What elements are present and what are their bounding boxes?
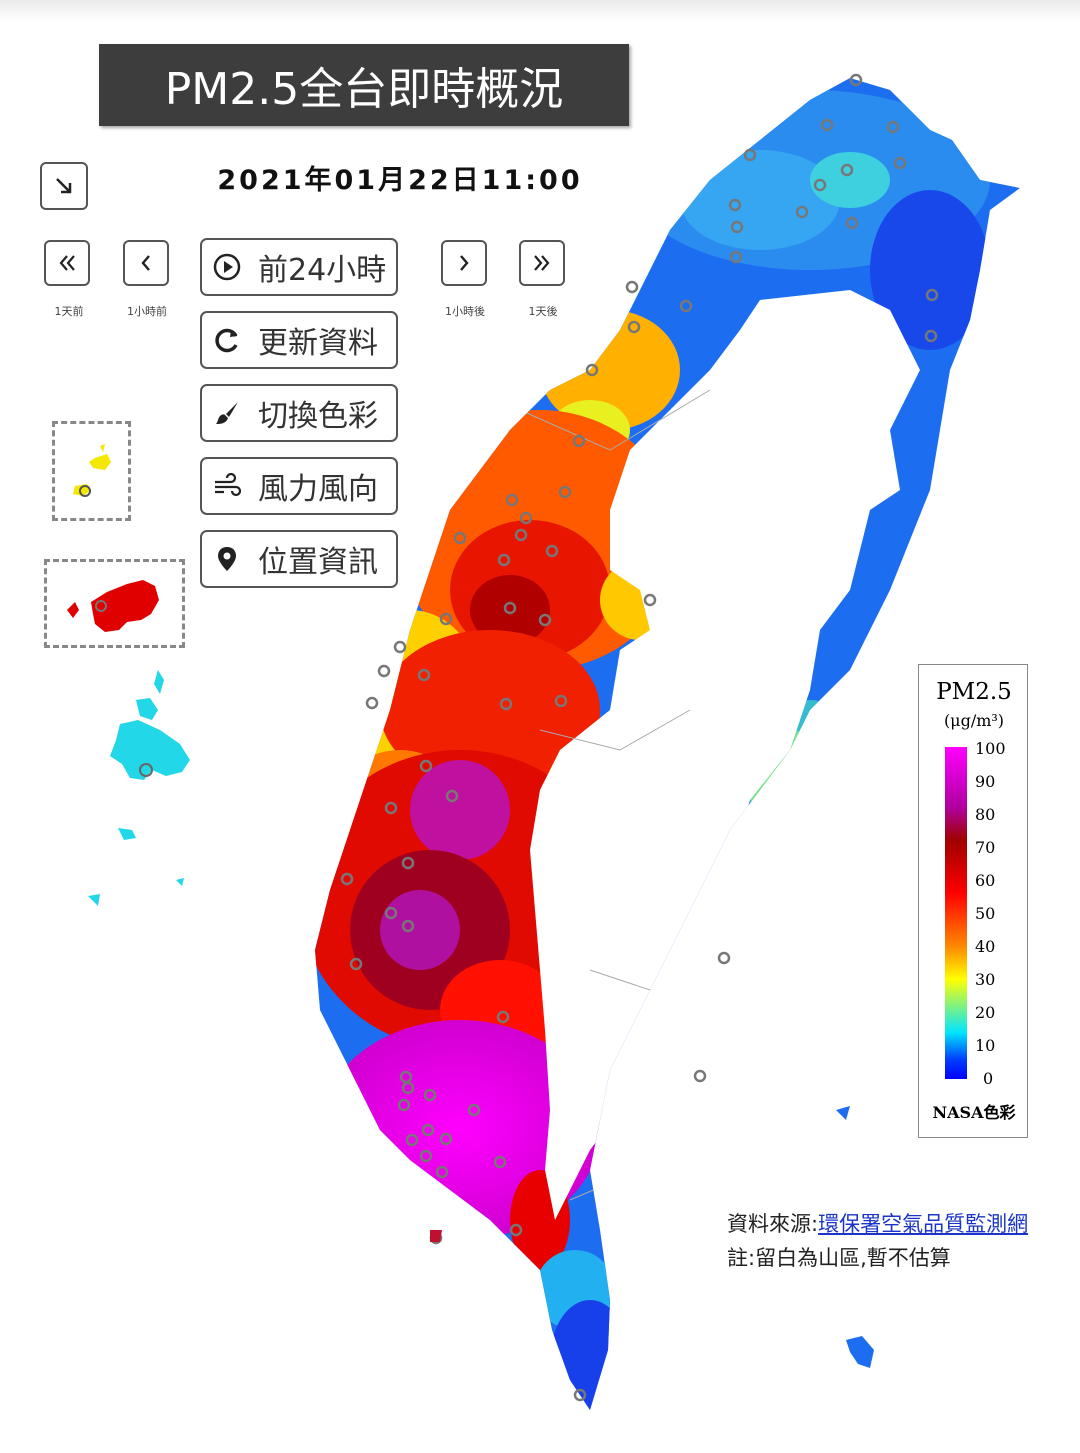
legend-tick: 10 bbox=[975, 1036, 996, 1055]
kinmen-islands bbox=[67, 580, 159, 632]
legend-title: PM2.5 bbox=[936, 679, 1012, 705]
forward-1hour-caption: 1小時後 bbox=[445, 305, 485, 318]
legend-tick: 30 bbox=[975, 970, 996, 989]
previous-24h-button[interactable]: 前24小時 bbox=[200, 238, 398, 296]
play-circle-icon bbox=[210, 250, 244, 284]
forward-1day-caption: 1天後 bbox=[528, 305, 558, 318]
legend-footer: NASA色彩 bbox=[932, 1103, 1016, 1122]
legend-tick: 20 bbox=[975, 1003, 996, 1022]
data-source-link[interactable]: 環保署空氣品質監測網 bbox=[818, 1212, 1029, 1236]
switch-color-button[interactable]: 切換色彩 bbox=[200, 384, 398, 442]
legend-tick: 100 bbox=[975, 739, 1006, 758]
chevron-right-icon bbox=[460, 255, 469, 271]
station-markers bbox=[340, 73, 939, 1402]
wind-direction-button[interactable]: 風力風向 bbox=[200, 457, 398, 515]
chevron-left-icon bbox=[141, 255, 150, 271]
pm25-legend: PM2.5 (μg/m³) 100 90 80 70 60 50 40 30 2… bbox=[918, 664, 1028, 1138]
legend-unit: (μg/m³) bbox=[943, 711, 1005, 730]
collapse-button[interactable] bbox=[40, 162, 88, 210]
legend-tick: 70 bbox=[975, 838, 996, 857]
paint-brush-icon bbox=[210, 396, 244, 430]
location-pin-icon bbox=[210, 542, 244, 576]
double-chevron-left-icon bbox=[59, 255, 75, 271]
page-title: PM2.5全台即時概況 bbox=[99, 44, 629, 126]
wind-icon bbox=[210, 469, 244, 503]
wind-direction-label: 風力風向 bbox=[258, 472, 378, 507]
penghu-islands bbox=[88, 670, 190, 906]
previous-24h-label: 前24小時 bbox=[258, 253, 387, 288]
back-1day-button[interactable] bbox=[44, 240, 90, 286]
location-info-button[interactable]: 位置資訊 bbox=[200, 530, 398, 588]
timestamp: 2021年01月22日11:00 bbox=[217, 165, 583, 196]
refresh-data-button[interactable]: 更新資料 bbox=[200, 311, 398, 369]
matsu-islands bbox=[73, 444, 111, 497]
switch-color-label: 切換色彩 bbox=[258, 399, 378, 434]
legend-color-bar bbox=[945, 747, 967, 1079]
refresh-data-label: 更新資料 bbox=[258, 326, 378, 361]
back-1hour-button[interactable] bbox=[123, 240, 169, 286]
data-source-prefix: 資料來源: bbox=[727, 1212, 819, 1236]
location-info-label: 位置資訊 bbox=[258, 545, 378, 580]
map-note: 註:留白為山區,暫不估算 bbox=[727, 1246, 951, 1270]
double-chevron-right-icon bbox=[534, 255, 550, 271]
top-bar bbox=[0, 0, 1080, 22]
legend-tick: 0 bbox=[983, 1069, 994, 1088]
forward-1day-button[interactable] bbox=[519, 240, 565, 286]
taiwan-pm25-map bbox=[315, 73, 1020, 1410]
arrow-down-right-icon bbox=[56, 178, 72, 194]
legend-tick: 80 bbox=[975, 805, 996, 824]
back-1day-caption: 1天前 bbox=[54, 305, 84, 318]
legend-tick: 60 bbox=[975, 871, 996, 890]
forward-1hour-button[interactable] bbox=[441, 240, 487, 286]
legend-tick: 90 bbox=[975, 772, 996, 791]
kinmen-inset bbox=[44, 559, 185, 648]
legend-tick: 40 bbox=[975, 937, 996, 956]
data-source: 資料來源:環保署空氣品質監測網 bbox=[727, 1208, 1028, 1238]
back-1hour-caption: 1小時前 bbox=[127, 305, 167, 318]
legend-tick: 50 bbox=[975, 904, 996, 923]
refresh-icon bbox=[210, 323, 244, 357]
matsu-inset bbox=[52, 421, 131, 521]
